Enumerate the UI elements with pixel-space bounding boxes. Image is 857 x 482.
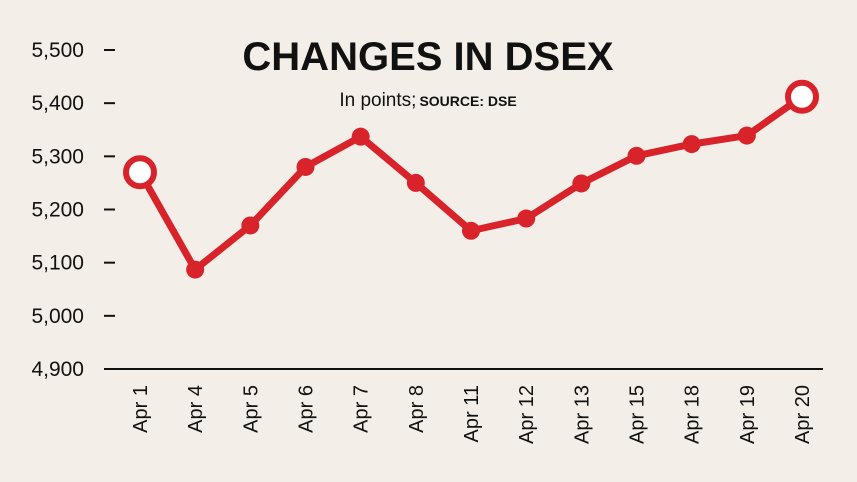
data-point bbox=[351, 127, 370, 146]
x-tick-label: Apr 7 bbox=[351, 385, 373, 433]
data-point bbox=[682, 135, 701, 154]
x-tick-label: Apr 8 bbox=[406, 385, 428, 433]
y-tick-label: 5,000 bbox=[31, 305, 84, 328]
x-tick-label: Apr 5 bbox=[240, 385, 262, 433]
x-tick-label: Apr 19 bbox=[737, 385, 759, 444]
x-tick-label: Apr 15 bbox=[627, 385, 649, 444]
data-point bbox=[186, 260, 205, 279]
x-tick-label: Apr 1 bbox=[130, 385, 152, 433]
data-point bbox=[572, 174, 591, 193]
chart-subtitle: In points; bbox=[339, 90, 416, 111]
x-tick-label: Apr 4 bbox=[185, 385, 207, 433]
chart-source: SOURCE: DSE bbox=[419, 93, 516, 109]
y-axis: 5,500 5,400 5,300 5,200 5,100 5,000 4,900 bbox=[31, 39, 115, 381]
series-line bbox=[136, 93, 806, 274]
series-layer bbox=[123, 79, 819, 279]
chart-subtitle-line: In points; SOURCE: DSE bbox=[339, 90, 516, 111]
y-tick-label: 5,100 bbox=[31, 252, 84, 275]
x-tick-label: Apr 11 bbox=[461, 385, 483, 442]
data-point-endpoint bbox=[785, 79, 819, 114]
x-tick-label: Apr 6 bbox=[296, 385, 318, 433]
data-point bbox=[241, 216, 260, 235]
y-tick-label: 5,500 bbox=[31, 39, 84, 62]
y-tick-label: 4,900 bbox=[31, 358, 84, 381]
y-tick-label: 5,300 bbox=[31, 145, 84, 168]
data-point bbox=[517, 209, 536, 228]
x-axis: Apr 1 Apr 4 Apr 5 Apr 6 Apr 7 Apr 8 Apr 11 Apr … bbox=[130, 385, 814, 444]
data-point bbox=[737, 126, 756, 145]
data-point-endpoint bbox=[123, 155, 157, 190]
data-point bbox=[296, 157, 315, 176]
data-point bbox=[462, 221, 480, 240]
y-tick-label: 5,400 bbox=[31, 92, 84, 115]
y-tick-label: 5,200 bbox=[31, 199, 84, 222]
x-tick-label: Apr 12 bbox=[516, 385, 538, 444]
data-point bbox=[627, 146, 646, 165]
chart-title: CHANGES IN DSEX bbox=[242, 35, 613, 79]
x-tick-label: Apr 20 bbox=[792, 385, 814, 444]
data-point bbox=[406, 173, 425, 192]
x-tick-label: Apr 13 bbox=[571, 385, 593, 444]
x-tick-label: Apr 18 bbox=[682, 385, 704, 444]
